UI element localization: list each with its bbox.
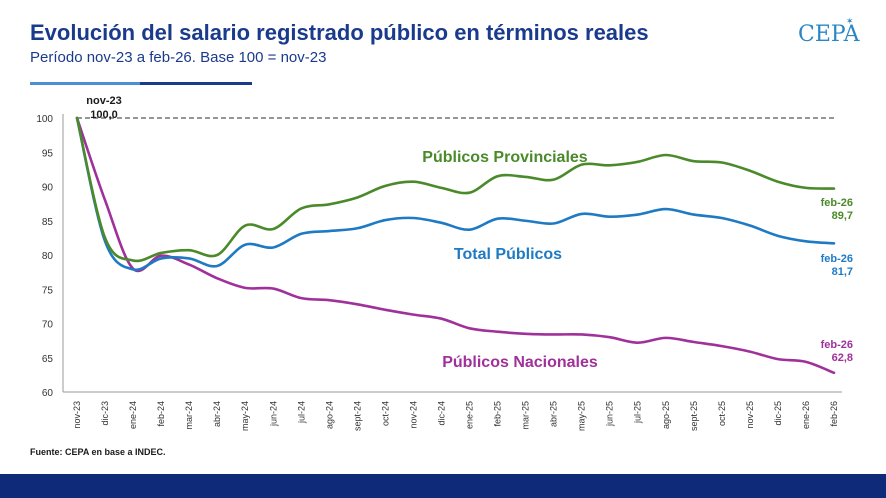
x-tick-label: abr-25 bbox=[549, 401, 559, 427]
x-tick-label: feb-25 bbox=[493, 401, 503, 427]
end-label-value-total: 81,7 bbox=[832, 266, 853, 278]
x-tick-label: abr-24 bbox=[212, 401, 222, 427]
logo-star-icon: ✶ bbox=[846, 16, 854, 26]
y-tick-label: 85 bbox=[42, 217, 54, 228]
y-tick-label: 100 bbox=[36, 114, 53, 125]
x-tick-label: sept-25 bbox=[689, 401, 699, 431]
page-subtitle: Período nov-23 a feb-26. Base 100 = nov-… bbox=[30, 49, 327, 66]
footer-bar bbox=[0, 474, 886, 498]
title-underline-light bbox=[30, 82, 140, 85]
x-tick-label: dic-24 bbox=[436, 401, 446, 426]
x-tick-label: oct-25 bbox=[717, 401, 727, 426]
x-tick-label: dic-25 bbox=[773, 401, 783, 426]
x-tick-label: ago-25 bbox=[661, 401, 671, 429]
y-tick-label: 90 bbox=[42, 183, 54, 194]
y-tick-label: 70 bbox=[42, 320, 54, 331]
title-underline-dark bbox=[140, 82, 252, 85]
x-tick-label: nov-23 bbox=[72, 401, 82, 429]
x-tick-label: sept-24 bbox=[352, 401, 362, 431]
x-tick-label: jul-25 bbox=[633, 401, 643, 424]
x-tick-label: ene-24 bbox=[128, 401, 138, 429]
end-label-month-provinciales: feb-26 bbox=[821, 197, 853, 209]
series-name-provinciales: Públicos Provinciales bbox=[422, 149, 588, 166]
x-tick-label: dic-23 bbox=[100, 401, 110, 426]
source-note: Fuente: CEPA en base a INDEC. bbox=[30, 447, 166, 457]
end-label-month-total: feb-26 bbox=[821, 253, 853, 265]
start-annotation-value: 100,0 bbox=[90, 109, 118, 121]
series-name-nacionales: Públicos Nacionales bbox=[442, 354, 598, 371]
series-line-total bbox=[75, 116, 836, 272]
x-tick-label: oct-24 bbox=[380, 401, 390, 426]
y-tick-label: 95 bbox=[42, 148, 54, 159]
cepa-logo: CEPA bbox=[798, 22, 860, 47]
end-label-value-provinciales: 89,7 bbox=[832, 210, 853, 222]
y-tick-label: 65 bbox=[42, 354, 54, 365]
x-tick-label: mar-24 bbox=[184, 401, 194, 430]
x-tick-label: nov-25 bbox=[745, 401, 755, 429]
x-tick-label: jun-25 bbox=[605, 401, 615, 427]
y-tick-label: 60 bbox=[42, 388, 54, 399]
end-label-month-nacionales: feb-26 bbox=[821, 339, 853, 351]
series-name-total: Total Públicos bbox=[454, 246, 562, 263]
x-tick-label: jun-24 bbox=[268, 401, 278, 427]
x-tick-label: nov-24 bbox=[408, 401, 418, 429]
series-line-provinciales bbox=[75, 116, 836, 263]
page-title: Evolución del salario registrado público… bbox=[30, 20, 649, 45]
x-tick-label: ene-26 bbox=[801, 401, 811, 429]
x-tick-label: may-24 bbox=[240, 401, 250, 431]
x-tick-label: jul-24 bbox=[296, 401, 306, 424]
series-line-nacionales bbox=[75, 116, 836, 375]
x-tick-label: ene-25 bbox=[465, 401, 475, 429]
y-tick-label: 75 bbox=[42, 285, 54, 296]
x-tick-label: may-25 bbox=[577, 401, 587, 431]
end-label-value-nacionales: 62,8 bbox=[832, 352, 853, 364]
salary-line-chart: 60 65 70 75 80 85 90 95 100 nov-23 dic-23 ene-24 feb… bbox=[36, 95, 853, 431]
x-tick-label: mar-25 bbox=[521, 401, 531, 430]
x-tick-label: ago-24 bbox=[324, 401, 334, 429]
y-tick-label: 80 bbox=[42, 251, 54, 262]
x-tick-label: feb-26 bbox=[829, 401, 839, 427]
x-tick-label: feb-24 bbox=[156, 401, 166, 427]
start-annotation-month: nov-23 bbox=[86, 95, 121, 107]
